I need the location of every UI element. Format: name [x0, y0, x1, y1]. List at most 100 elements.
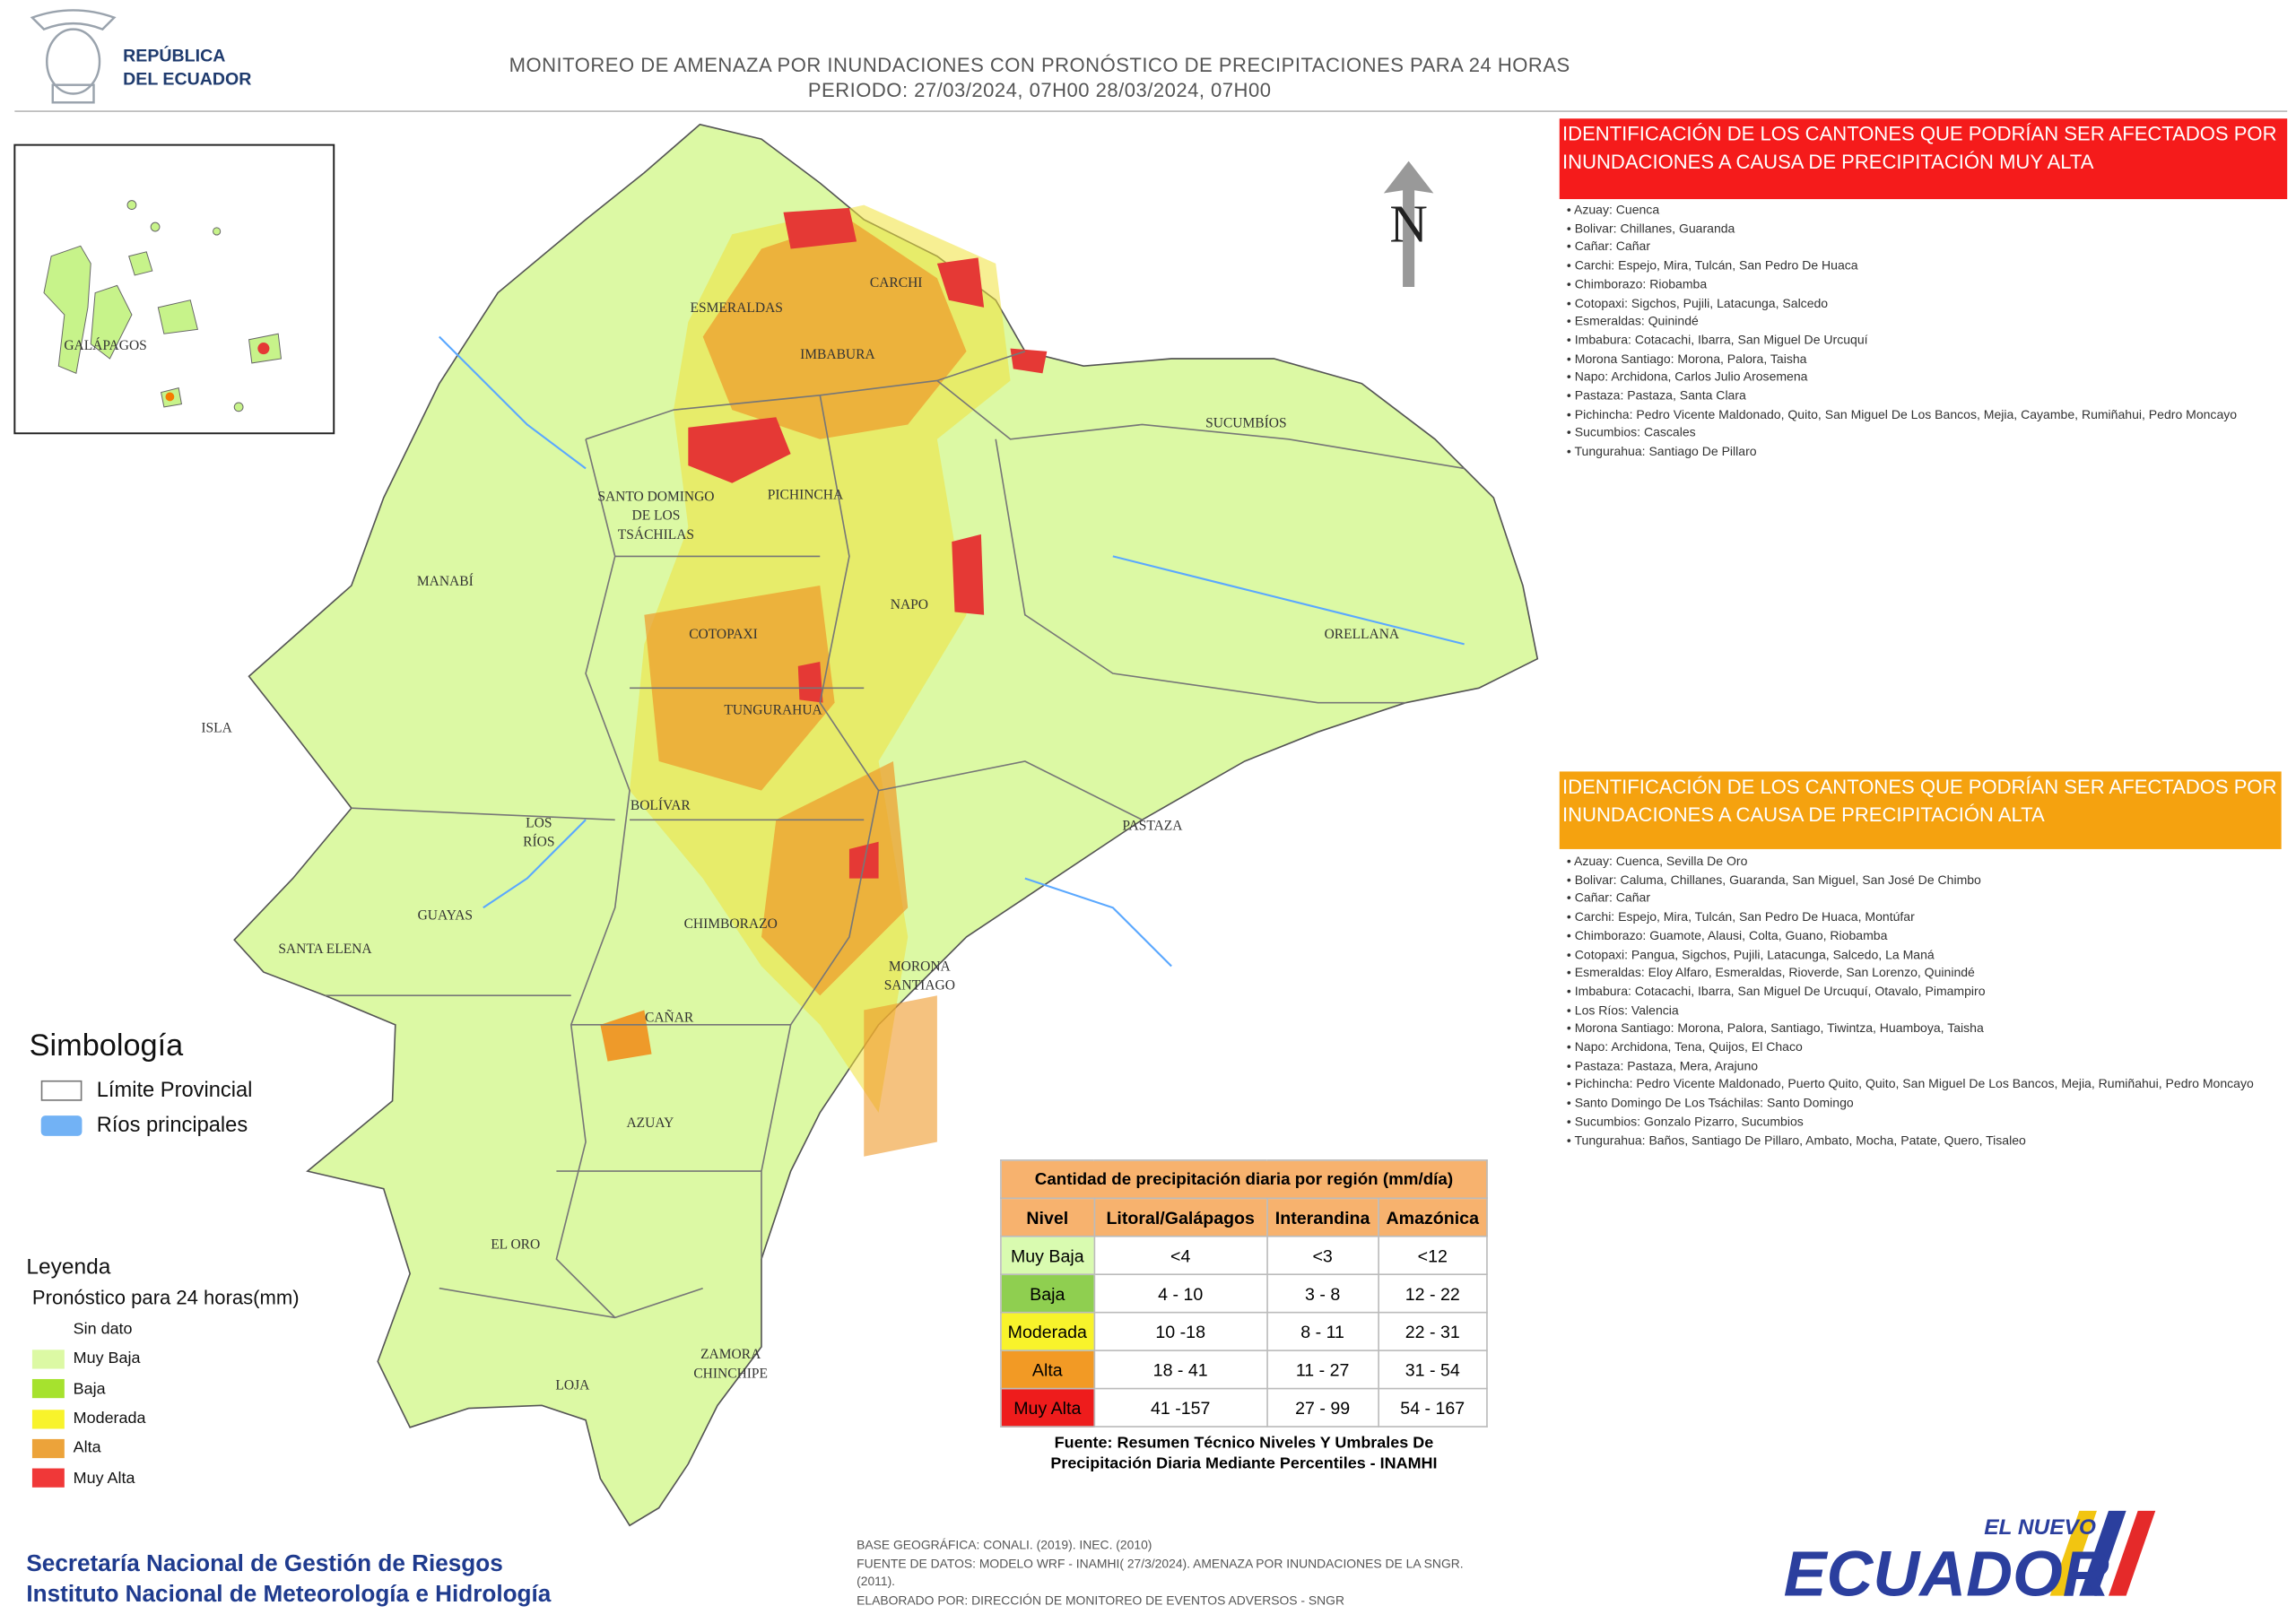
table-title: Cantidad de precipitación diaria por reg… — [1000, 1159, 1488, 1200]
level-cell: Moderada — [1000, 1311, 1095, 1351]
credit: ELABORADO POR: DIRECCIÓN DE MONITOREO DE… — [857, 1592, 1345, 1607]
logo-text: REPÚBLICA — [123, 45, 225, 66]
province-label: SANTO DOMINGO — [597, 489, 714, 504]
table-cell: 4 - 10 — [1092, 1273, 1268, 1314]
province-label: PICHINCHA — [768, 488, 844, 503]
level-cell: Baja — [1000, 1273, 1095, 1314]
canton-item: Tungurahua: Santiago De Pillaro — [1567, 442, 2292, 461]
panel-title: IDENTIFICACIÓN DE LOS CANTONES QUE PODRÍ… — [1559, 771, 2282, 849]
province-label: COTOPAXI — [689, 627, 758, 642]
province-label: ORELLANA — [1325, 627, 1400, 642]
province-label: DE LOS — [632, 508, 681, 524]
province-limits — [325, 351, 1465, 1319]
province-label: NAPO — [891, 597, 928, 612]
brand-top: EL NUEVO — [1984, 1515, 2096, 1540]
legend-swatch — [31, 1468, 65, 1488]
legend-swatch — [31, 1438, 65, 1458]
canton-item: Carchi: Espejo, Mira, Tulcán, San Pedro … — [1567, 907, 2292, 926]
province-label: CHIMBORAZO — [684, 916, 778, 932]
canton-item: Bolivar: Caluma, Chillanes, Guaranda, Sa… — [1567, 871, 2292, 890]
canton-item: Pastaza: Pastaza, Mera, Arajuno — [1567, 1056, 2292, 1075]
province-label: TSÁCHILAS — [618, 527, 694, 542]
table-row: Alta 18 - 41 11 - 27 31 - 54 — [1000, 1350, 1488, 1390]
hotspot — [165, 392, 175, 402]
province-label: MANABÍ — [417, 574, 474, 589]
province-label: LOJA — [555, 1377, 590, 1393]
canton-item: Pichincha: Pedro Vicente Maldonado, Quit… — [1567, 405, 2292, 424]
swatch — [40, 1080, 83, 1101]
canton-item: Sucumbios: Gonzalo Pizarro, Sucumbios — [1567, 1113, 2292, 1132]
threshold-table-box: Cantidad de precipitación diaria por reg… — [1000, 1159, 1488, 1474]
province-label: ISLA — [201, 720, 232, 735]
province-label: BOLÍVAR — [631, 798, 691, 813]
province-label: SANTIAGO — [884, 978, 955, 994]
province-label: RÍOS — [523, 835, 554, 850]
symbology: Simbología Límite Provincial Ríos princi… — [30, 1029, 253, 1143]
symbology-label: Ríos principales — [96, 1114, 248, 1138]
legend-item: Moderada — [31, 1404, 300, 1434]
legend-subtitle: Pronóstico para 24 horas(mm) — [31, 1287, 300, 1309]
canton-item: Napo: Archidona, Carlos Julio Arosemena — [1567, 368, 2292, 386]
logo-emblem — [30, 9, 117, 104]
table-cell: <12 — [1377, 1235, 1488, 1276]
canton-list: Azuay: CuencaBolivar: Chillanes, Guarand… — [1567, 201, 2292, 461]
legend-label: Baja — [73, 1380, 106, 1398]
institution: Instituto Nacional de Meteorología e Hid… — [26, 1582, 552, 1608]
table-cell: 11 - 27 — [1265, 1350, 1379, 1390]
legend-item: Muy Baja — [31, 1344, 300, 1374]
canton-item: Napo: Archidona, Tena, Quijos, El Chaco — [1567, 1038, 2292, 1057]
legend-swatch — [31, 1320, 65, 1340]
table-cell: 27 - 99 — [1265, 1387, 1379, 1428]
canton-item: Bolivar: Chillanes, Guaranda — [1567, 219, 2292, 238]
credit: FUENTE DE DATOS: MODELO WRF - INAMHI( 27… — [857, 1555, 1464, 1589]
province-label: TUNGURAHUA — [724, 703, 822, 718]
legend-item: Alta — [31, 1434, 300, 1463]
canton-item: Imbabura: Cotacachi, Ibarra, San Miguel … — [1567, 331, 2292, 350]
legend: Leyenda Pronóstico para 24 horas(mm) Sin… — [26, 1254, 300, 1493]
table-row: Muy Baja <4 <3 <12 — [1000, 1235, 1488, 1276]
table-cell: 22 - 31 — [1377, 1311, 1488, 1351]
legend-label: Moderada — [73, 1410, 146, 1428]
province-label: ESMERALDAS — [691, 300, 783, 316]
table-cell: <3 — [1265, 1235, 1379, 1276]
canton-item: Chimborazo: Guamote, Alausi, Colta, Guan… — [1567, 926, 2292, 945]
province-label: LOS — [526, 815, 552, 830]
table-cell: 12 - 22 — [1377, 1273, 1488, 1314]
table-row: Baja 4 - 10 3 - 8 12 - 22 — [1000, 1273, 1488, 1314]
table-cell: 54 - 167 — [1377, 1387, 1488, 1428]
inset-label: GALÁPAGOS — [64, 338, 146, 353]
title-line: PERIODO: 27/03/2024, 07H00 28/03/2024, 0… — [807, 79, 1272, 101]
symbology-item: Límite Provincial — [30, 1073, 253, 1108]
symbology-title: Simbología — [29, 1028, 184, 1063]
credit: BASE GEOGRÁFICA: CONALI. (2019). INEC. (… — [857, 1537, 1152, 1552]
table-cell: 8 - 11 — [1265, 1311, 1379, 1351]
province-label: CARCHI — [870, 275, 923, 291]
canton-item: Morona Santiago: Morona, Palora, Santiag… — [1567, 1020, 2292, 1038]
province-label: AZUAY — [626, 1115, 674, 1131]
legend-label: Alta — [73, 1439, 101, 1458]
table-cell: 10 -18 — [1092, 1311, 1268, 1351]
table-header: Litoral/Galápagos — [1092, 1197, 1268, 1237]
canton-item: Chimborazo: Riobamba — [1567, 275, 2292, 294]
institution: Secretaría Nacional de Gestión de Riesgo… — [26, 1551, 503, 1577]
canton-item: Azuay: Cuenca, Sevilla De Oro — [1567, 852, 2292, 871]
table-source: Fuente: Resumen Técnico Niveles Y Umbral… — [1050, 1434, 1438, 1473]
canton-item: Cotopaxi: Pangua, Sigchos, Pujili, Latac… — [1567, 945, 2292, 964]
canton-item: Santo Domingo De Los Tsáchilas: Santo Do… — [1567, 1094, 2292, 1113]
header-title: MONITOREO DE AMENAZA POR INUNDACIONES CO… — [424, 53, 1654, 103]
symbology-label: Límite Provincial — [96, 1079, 253, 1103]
canton-item: Los Ríos: Valencia — [1567, 1001, 2292, 1020]
legend-swatch — [31, 1350, 65, 1369]
canton-item: Imbabura: Cotacachi, Ibarra, San Miguel … — [1567, 982, 2292, 1001]
canton-item: Pichincha: Pedro Vicente Maldonado, Puer… — [1567, 1075, 2292, 1094]
canton-item: Morona Santiago: Morona, Palora, Taisha — [1567, 350, 2292, 369]
table-row: Moderada 10 -18 8 - 11 22 - 31 — [1000, 1311, 1488, 1351]
table-cell: <4 — [1092, 1235, 1268, 1276]
legend-rows: Sin dato Muy Baja Baja Moderada Alta Muy Alta — [31, 1315, 300, 1493]
canton-item: Pastaza: Pastaza, Santa Clara — [1567, 386, 2292, 405]
province-label: PASTAZA — [1122, 819, 1183, 834]
legend-swatch — [31, 1379, 65, 1399]
north-label: N — [1389, 195, 1427, 253]
table-header-row: Nivel Litoral/Galápagos Interandina Amazóni… — [1000, 1197, 1488, 1237]
